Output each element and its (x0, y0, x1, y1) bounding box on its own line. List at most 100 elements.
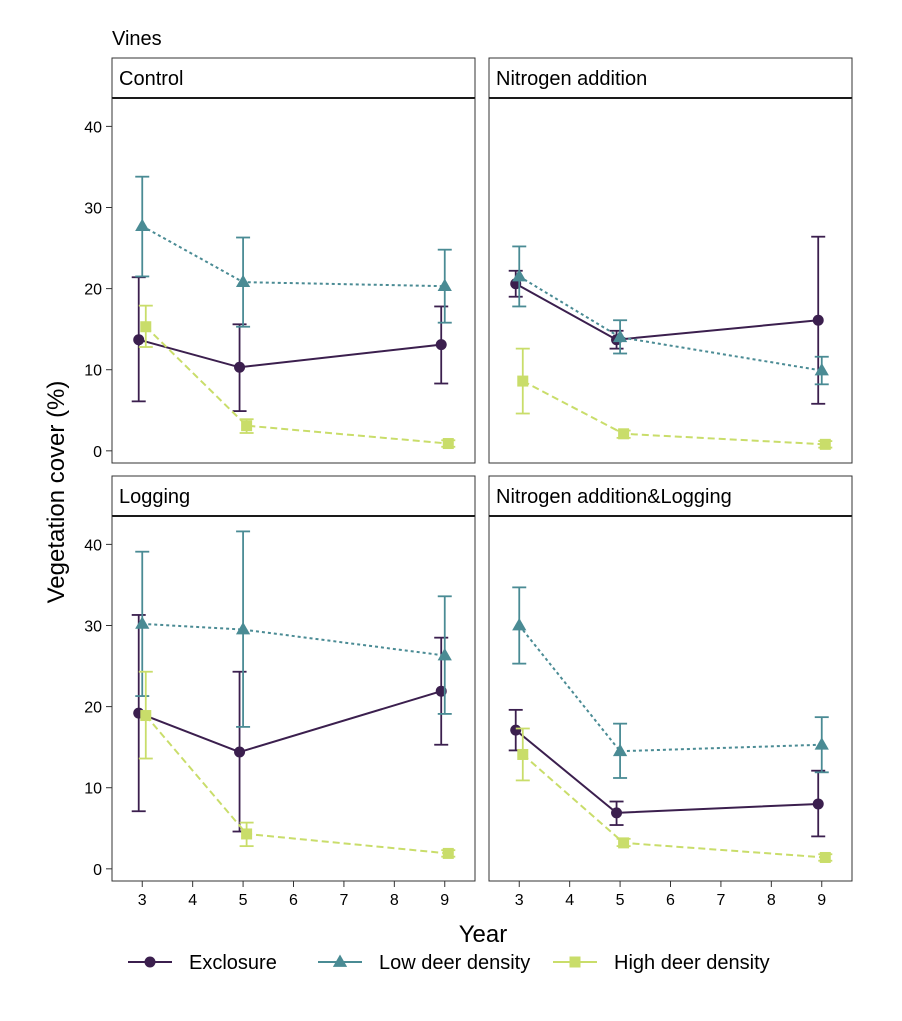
x-axis-title: Year (459, 921, 508, 948)
data-point-high-deer-density (140, 321, 152, 333)
data-point-low-deer-density (612, 743, 628, 757)
x-tick-label: 5 (239, 892, 248, 909)
facet-strip-label: Nitrogen addition&Logging (496, 486, 732, 508)
y-tick-label: 0 (93, 862, 102, 879)
facet-strip (111, 475, 476, 517)
legend-marker (569, 956, 581, 968)
data-point-exclosure (234, 361, 246, 373)
legend-item-high-deer-density: High deer density (553, 952, 770, 974)
data-point-low-deer-density (437, 648, 452, 661)
x-tick-label: 4 (188, 892, 197, 909)
data-point-high-deer-density (819, 438, 831, 450)
legend-label: High deer density (614, 952, 770, 974)
facet-strip-label: Logging (119, 486, 190, 508)
panel-border (488, 97, 853, 464)
series-line-high-deer-density (145, 714, 449, 855)
data-point-low-deer-density (814, 737, 829, 750)
series-exclosure (508, 235, 826, 405)
series-line-exclosure (138, 338, 442, 369)
legend-label: Low deer density (379, 952, 530, 974)
data-point-low-deer-density (135, 218, 150, 232)
series-exclosure (508, 708, 826, 838)
series-line-low-deer-density (142, 622, 445, 657)
panel-nitrogen-addition-logging: Nitrogen addition&Logging 3 4 5 6 7 8 9 (488, 475, 853, 909)
x-tick-label: 6 (666, 892, 675, 909)
data-point-high-deer-density (241, 828, 253, 840)
data-point-exclosure (611, 807, 623, 819)
series-line-high-deer-density (522, 380, 826, 446)
data-point-high-deer-density (517, 748, 529, 760)
x-tick-label: 9 (440, 892, 449, 909)
y-tick-label: 40 (84, 119, 102, 136)
x-tick-label: 6 (289, 892, 298, 909)
data-point-low-deer-density (235, 274, 251, 287)
series-low-deer-density (135, 175, 452, 328)
legend-item-low-deer-density: Low deer density (318, 952, 530, 974)
legend: Exclosure Low deer density High deer densi… (128, 952, 770, 974)
series-low-deer-density (135, 530, 452, 728)
legend-label: Exclosure (189, 952, 277, 974)
series-line-exclosure (515, 729, 819, 814)
data-point-high-deer-density (140, 710, 152, 722)
series-high-deer-density (515, 727, 833, 863)
facet-strip (488, 57, 853, 99)
x-tick-label: 9 (817, 892, 826, 909)
x-tick-label: 3 (515, 892, 524, 909)
series-line-exclosure (138, 690, 442, 754)
series-line-exclosure (515, 282, 819, 341)
x-tick-label: 3 (138, 892, 147, 909)
x-tick-label: 8 (390, 892, 399, 909)
data-point-low-deer-density (437, 278, 452, 292)
data-point-high-deer-density (442, 847, 454, 859)
x-tick-label: 8 (767, 892, 776, 909)
facet-strip-label: Nitrogen addition (496, 68, 647, 90)
series-exclosure (131, 276, 449, 412)
series-low-deer-density (512, 586, 829, 779)
y-tick-label: 20 (84, 700, 102, 717)
panel-logging: Logging 0 10 20 30 40 3 4 5 6 7 8 9 (84, 475, 476, 909)
data-point-high-deer-density (241, 420, 253, 432)
panel-border (111, 97, 476, 464)
legend-marker (144, 956, 156, 968)
series-high-deer-density (138, 670, 456, 859)
data-point-exclosure (234, 746, 246, 758)
data-point-high-deer-density (442, 438, 454, 450)
legend-marker (332, 954, 348, 967)
facet-strip (111, 57, 476, 99)
series-high-deer-density (138, 304, 456, 450)
y-tick-label: 10 (84, 363, 102, 380)
data-point-high-deer-density (517, 375, 529, 387)
x-tick-label: 7 (716, 892, 725, 909)
y-tick-label: 30 (84, 619, 102, 636)
data-point-high-deer-density (819, 851, 831, 863)
panel-border (488, 515, 853, 882)
chart-title: Vines (112, 28, 162, 50)
x-tick-label: 7 (339, 892, 348, 909)
data-point-low-deer-density (612, 329, 628, 343)
series-line-high-deer-density (145, 326, 449, 445)
data-point-exclosure (435, 339, 447, 351)
panel-border (111, 515, 476, 882)
panel-control: Control 0 10 20 30 40 (84, 57, 476, 464)
data-point-high-deer-density (618, 428, 630, 440)
data-point-exclosure (133, 334, 145, 346)
x-tick-label: 5 (616, 892, 625, 909)
legend-item-exclosure: Exclosure (128, 952, 277, 974)
data-point-exclosure (510, 724, 522, 736)
y-tick-label: 40 (84, 537, 102, 554)
data-point-low-deer-density (512, 618, 527, 631)
y-tick-label: 10 (84, 781, 102, 798)
y-tick-label: 20 (84, 282, 102, 299)
y-tick-label: 0 (93, 444, 102, 461)
y-axis-title: Vegetation cover (%) (43, 381, 70, 604)
data-point-exclosure (812, 798, 824, 810)
data-point-low-deer-density (135, 616, 150, 629)
series-low-deer-density (512, 245, 829, 386)
facet-strip-label: Control (119, 68, 183, 90)
series-line-low-deer-density (518, 624, 822, 753)
series-line-low-deer-density (141, 225, 445, 288)
panel-nitrogen-addition: Nitrogen addition (488, 57, 853, 464)
